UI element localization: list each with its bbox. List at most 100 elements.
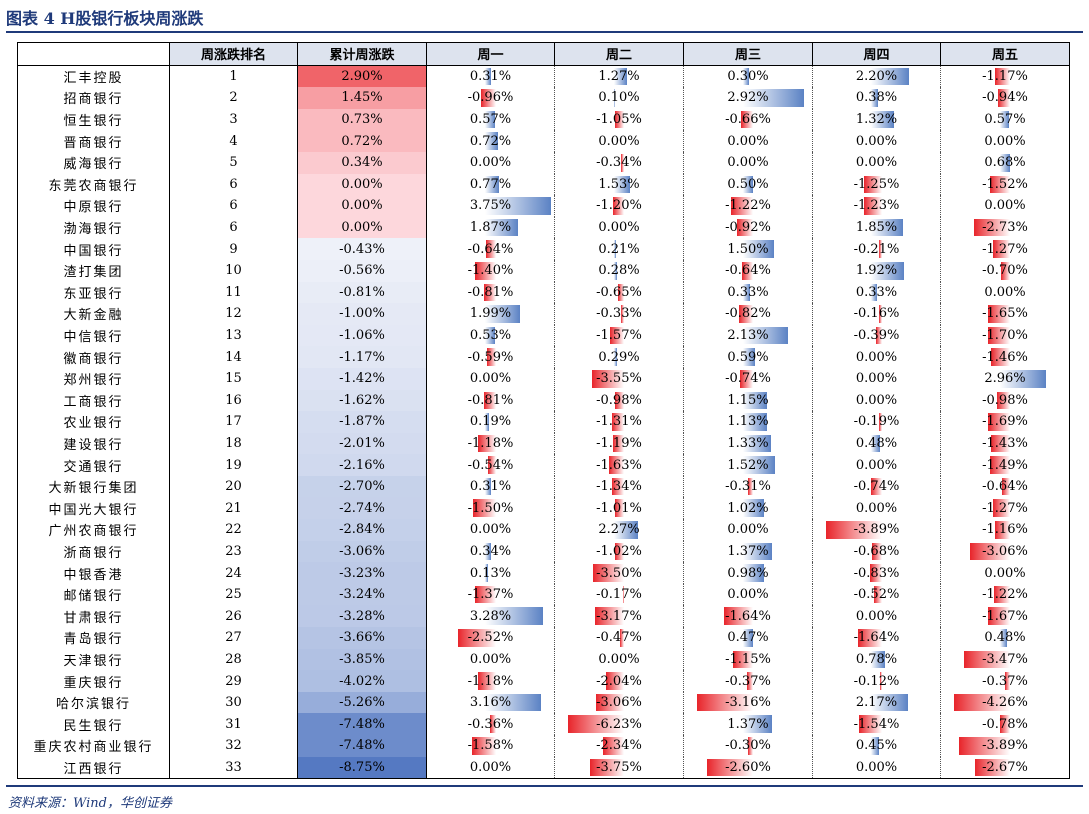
- fri-change-cell: 0.00%: [940, 195, 1070, 217]
- fri-change-value: -0.78%: [982, 716, 1028, 732]
- header-tue: 周二: [554, 42, 684, 66]
- mon-change-value: -0.96%: [467, 90, 514, 106]
- fri-databar: [999, 715, 1011, 733]
- mon-change-cell: -1.18%: [426, 670, 555, 692]
- wed-change-value: 1.37%: [727, 543, 769, 559]
- rank-cell: 1: [169, 65, 298, 88]
- wed-change-value: -0.92%: [725, 220, 771, 236]
- mon-change-value: -1.40%: [467, 263, 514, 279]
- fri-databar: [994, 521, 1011, 539]
- thu-databar: [859, 715, 882, 733]
- fri-change-cell: -0.37%: [940, 670, 1070, 692]
- mon-databar: [483, 391, 496, 410]
- total-change-cell: -3.06%: [297, 540, 427, 563]
- thu-change-value: 0.00%: [855, 500, 898, 516]
- tue-databar: [613, 261, 617, 280]
- wed-change-cell: 0.00%: [683, 519, 813, 541]
- wed-change-value: 1.13%: [727, 414, 769, 430]
- wed-change-cell: 1.02%: [683, 497, 813, 520]
- tue-databar: [567, 715, 625, 733]
- wed-databar: [742, 89, 805, 107]
- wed-databar: [696, 693, 754, 712]
- bank-name: 民生银行: [17, 713, 170, 735]
- wed-databar: [742, 456, 775, 474]
- thu-change-cell: -0.12%: [812, 670, 941, 692]
- fri-change-value: 0.68%: [984, 155, 1026, 171]
- table-row: 甘肃银行 26 -3.28% 3.28% -3.17% -1.64% 0.00% -1.67%: [17, 605, 1070, 628]
- thu-change-value: 0.00%: [855, 349, 898, 365]
- fri-change-value: -1.67%: [982, 608, 1028, 624]
- mon-change-value: 0.00%: [469, 651, 512, 667]
- tue-change-value: 0.29%: [598, 349, 640, 365]
- bank-name: 徽商银行: [17, 346, 170, 368]
- fri-change-value: -3.89%: [982, 738, 1028, 754]
- tue-change-value: -6.23%: [596, 716, 642, 732]
- thu-change-cell: 0.00%: [812, 605, 941, 628]
- bank-name: 广州农商银行: [17, 519, 170, 541]
- thu-change-value: -3.89%: [853, 522, 900, 538]
- mon-change-value: 0.57%: [469, 112, 512, 128]
- mon-change-value: 1.87%: [469, 220, 512, 236]
- bank-name: 汇丰控股: [17, 65, 170, 88]
- thu-databar: [871, 218, 903, 237]
- thu-databar: [871, 110, 894, 129]
- mon-databar: [490, 715, 496, 733]
- tue-databar: [612, 477, 625, 496]
- tue-change-cell: -1.31%: [554, 411, 684, 433]
- thu-databar: [871, 650, 885, 669]
- fri-databar: [997, 391, 1011, 410]
- tue-databar: [605, 672, 625, 690]
- fri-databar: [999, 153, 1011, 172]
- mon-change-cell: -0.81%: [426, 389, 555, 412]
- wed-change-value: 1.15%: [727, 392, 769, 408]
- thu-databar: [858, 629, 882, 647]
- mon-databar: [483, 283, 496, 302]
- thu-databar: [871, 283, 877, 302]
- header-mon: 周一: [426, 42, 555, 66]
- fri-change-value: -1.65%: [982, 306, 1028, 322]
- fri-change-cell: -1.43%: [940, 432, 1070, 455]
- total-change-cell: -0.81%: [297, 281, 427, 304]
- rank-cell: 16: [169, 389, 298, 412]
- rank-cell: 33: [169, 756, 298, 780]
- fri-databar: [993, 240, 1011, 258]
- total-change-cell: 0.00%: [297, 216, 427, 239]
- fri-databar: [990, 348, 1011, 366]
- wed-change-cell: 2.92%: [683, 87, 813, 109]
- wed-change-cell: -0.66%: [683, 108, 813, 131]
- tue-change-cell: 2.27%: [554, 519, 684, 541]
- tue-databar: [613, 521, 639, 539]
- thu-change-value: 0.00%: [855, 457, 898, 473]
- mon-change-cell: -1.58%: [426, 735, 555, 757]
- thu-change-cell: 0.33%: [812, 281, 941, 304]
- wed-change-cell: -0.64%: [683, 259, 813, 282]
- total-change-cell: -8.75%: [297, 756, 427, 780]
- thu-change-cell: -0.21%: [812, 238, 941, 260]
- tue-change-cell: -1.20%: [554, 195, 684, 217]
- tue-databar: [615, 391, 625, 410]
- rank-cell: 3: [169, 108, 298, 131]
- thu-change-cell: 0.38%: [812, 87, 941, 109]
- tue-change-cell: 0.10%: [554, 87, 684, 109]
- mon-change-value: -2.52%: [467, 630, 514, 646]
- thu-change-cell: 0.00%: [812, 454, 941, 476]
- wed-databar: [732, 650, 754, 669]
- tue-change-value: -1.19%: [596, 435, 642, 451]
- wed-change-value: 1.52%: [727, 457, 769, 473]
- wed-change-value: -0.30%: [725, 738, 771, 754]
- header-wed: 周三: [683, 42, 813, 66]
- wed-change-value: -0.64%: [725, 263, 771, 279]
- wed-change-value: 0.59%: [727, 349, 769, 365]
- tue-change-cell: -3.75%: [554, 756, 684, 780]
- wed-change-value: -0.66%: [725, 112, 771, 128]
- thu-change-cell: -1.23%: [812, 195, 941, 217]
- mon-databar: [487, 456, 496, 474]
- thu-change-cell: -0.83%: [812, 562, 941, 584]
- fri-change-cell: -1.22%: [940, 583, 1070, 606]
- mon-databar: [478, 434, 496, 453]
- wed-change-cell: 0.00%: [683, 130, 813, 152]
- tue-change-cell: -3.55%: [554, 367, 684, 390]
- mon-change-value: 3.28%: [469, 608, 512, 624]
- table-row: 江西银行 33 -8.75% 0.00% -3.75% -2.60% 0.00% -2.67%: [17, 756, 1070, 780]
- total-change-cell: -1.62%: [297, 389, 427, 412]
